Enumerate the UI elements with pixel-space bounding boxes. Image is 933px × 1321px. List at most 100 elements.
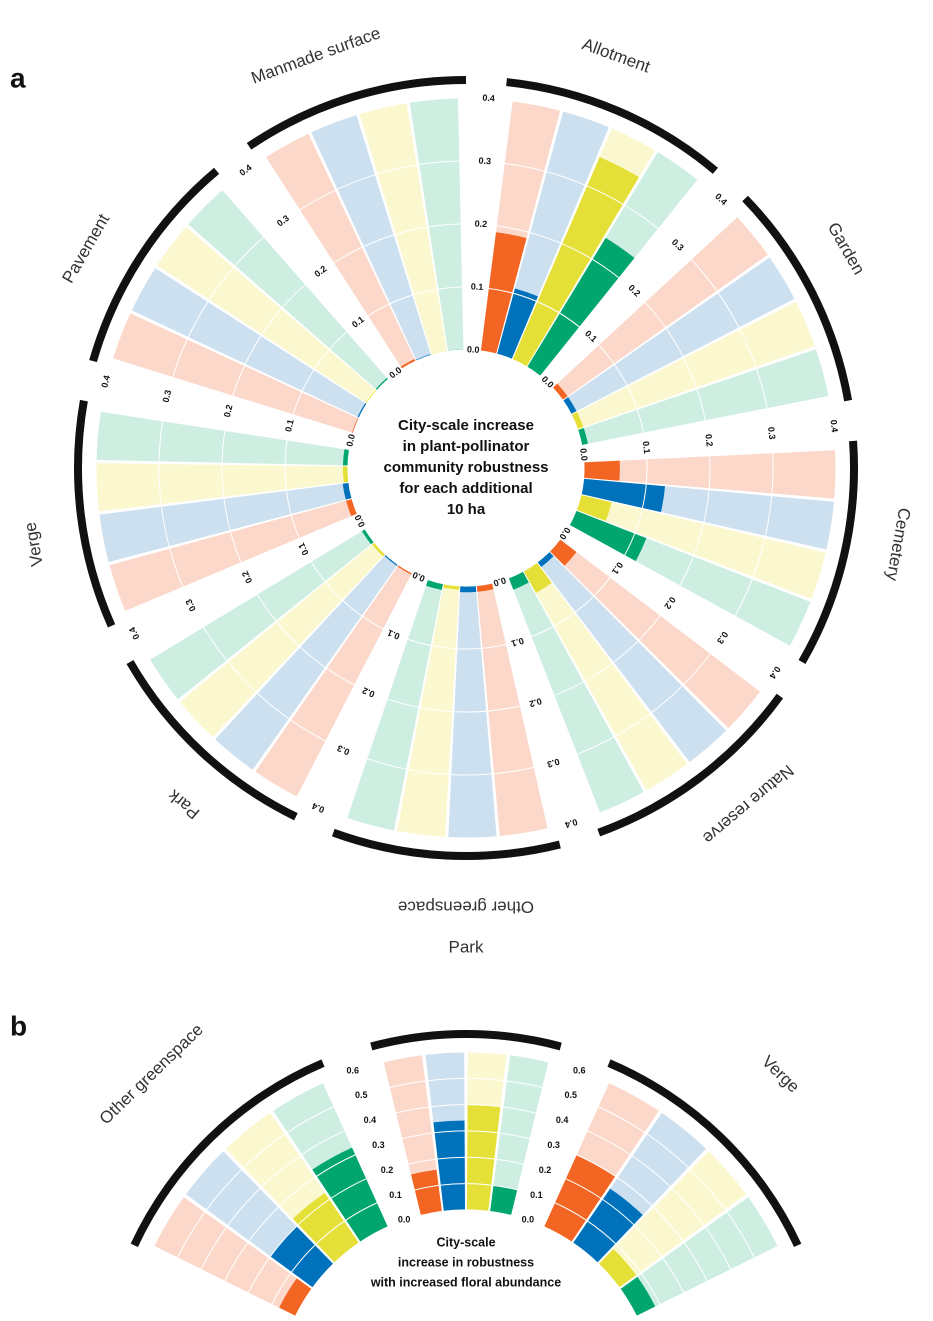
grid-arc (575, 1153, 709, 1283)
center-text: community robustness (383, 459, 548, 476)
grid-arc (427, 579, 493, 587)
bar (433, 1120, 466, 1212)
bar (598, 1248, 637, 1288)
bar (583, 460, 620, 481)
panel-label: b (10, 1010, 27, 1041)
grid-arc (345, 817, 550, 839)
tick-label: 0.4 (127, 626, 142, 642)
bar (400, 359, 416, 369)
grid-arc (690, 258, 768, 410)
grid-arc (598, 344, 645, 434)
scene-band (370, 1030, 562, 1051)
grid-arc (352, 378, 389, 434)
tick-label: 0.5 (564, 1090, 577, 1100)
bar (497, 288, 538, 360)
tick-label: 0.0 (522, 1215, 535, 1225)
bar (361, 529, 374, 545)
grid-arc (232, 283, 307, 397)
tick-label: 0.2 (703, 434, 714, 448)
grid-arc (508, 538, 561, 579)
scene-band (597, 693, 784, 837)
tick-label: 0.0 (344, 433, 357, 448)
tick-label: 0.2 (662, 595, 677, 611)
bar-track (490, 1054, 549, 1216)
grid-arc (292, 331, 348, 416)
grid-arc (543, 1225, 638, 1317)
grid-arc (607, 1081, 780, 1248)
grid-arc (310, 560, 385, 630)
grid-arc (271, 1201, 379, 1306)
bar (292, 1193, 359, 1263)
grid-arc (294, 1225, 389, 1317)
scene-band (742, 195, 853, 402)
scene-band (246, 76, 466, 150)
grid-arc (401, 349, 464, 370)
bar (549, 539, 577, 566)
tick-label: 0.0 (492, 575, 507, 588)
bar (571, 412, 584, 430)
tick-label: 0.1 (610, 560, 625, 576)
grid-arc (367, 286, 463, 317)
bar (342, 466, 349, 483)
bar (460, 585, 477, 593)
grid-arc (95, 410, 126, 613)
tick-label: 0.6 (573, 1065, 586, 1075)
grid-arc (511, 100, 700, 181)
category-label: Verge (758, 1052, 803, 1097)
tick-label: 0.3 (183, 597, 198, 613)
tick-label: 0.2 (539, 1165, 552, 1175)
tick-label: 0.4 (713, 191, 729, 207)
bar (552, 383, 568, 400)
tick-label: 0.2 (381, 1165, 394, 1175)
category-label: Other greenspace (96, 1020, 207, 1128)
tick-label: 0.4 (829, 419, 840, 433)
grid-arc (734, 451, 774, 618)
bar (544, 1154, 616, 1242)
grid-arc (158, 419, 184, 589)
bar (523, 562, 552, 593)
category-label: Manmade surface (249, 23, 383, 87)
bar (562, 397, 577, 414)
tick-label: 0.4 (238, 162, 254, 177)
tick-label: 0.1 (471, 281, 484, 292)
bar (346, 499, 358, 517)
tick-label: 0.0 (387, 365, 403, 380)
tick-label: 0.6 (346, 1065, 359, 1075)
tick-label: 0.2 (528, 696, 543, 709)
grid-arc (487, 287, 581, 328)
bar (372, 542, 386, 557)
category-label: Park (164, 785, 203, 822)
grid-arc (413, 1183, 519, 1191)
bar-track (154, 1196, 312, 1316)
category-label: Other greenspace (398, 898, 534, 917)
grid-arc (148, 658, 299, 799)
tick-label: 0.1 (283, 418, 296, 433)
grid-arc (678, 455, 711, 587)
grid-arc (388, 1077, 544, 1089)
tick-label: 0.3 (546, 756, 561, 769)
tick-label: 0.2 (240, 569, 255, 585)
bar (490, 1185, 518, 1216)
tick-label: 0.3 (670, 237, 686, 253)
grid-arc (575, 652, 712, 756)
grid-arc (364, 528, 413, 574)
tick-label: 0.1 (641, 441, 652, 455)
tick-label: 0.1 (350, 314, 366, 329)
tick-label: 0.3 (336, 743, 351, 757)
category-label: Pavement (58, 210, 113, 286)
grid-arc (551, 387, 583, 446)
tick-label: 0.4 (310, 801, 325, 815)
tick-label: 0.1 (530, 1190, 543, 1200)
grid-arc (264, 97, 460, 159)
tick-label: 0.0 (578, 448, 589, 462)
category-label: Garden (824, 219, 869, 278)
tick-label: 0.1 (583, 328, 599, 344)
center-text: in plant-pollinator (403, 438, 530, 455)
tick-label: 0.1 (510, 636, 525, 649)
tick-label: 0.3 (547, 1140, 560, 1150)
grid-arc (495, 225, 620, 279)
tick-label: 0.3 (715, 630, 730, 646)
category-label: Cemetery (883, 506, 915, 582)
grid-arc (152, 1081, 325, 1248)
bar (443, 583, 460, 590)
